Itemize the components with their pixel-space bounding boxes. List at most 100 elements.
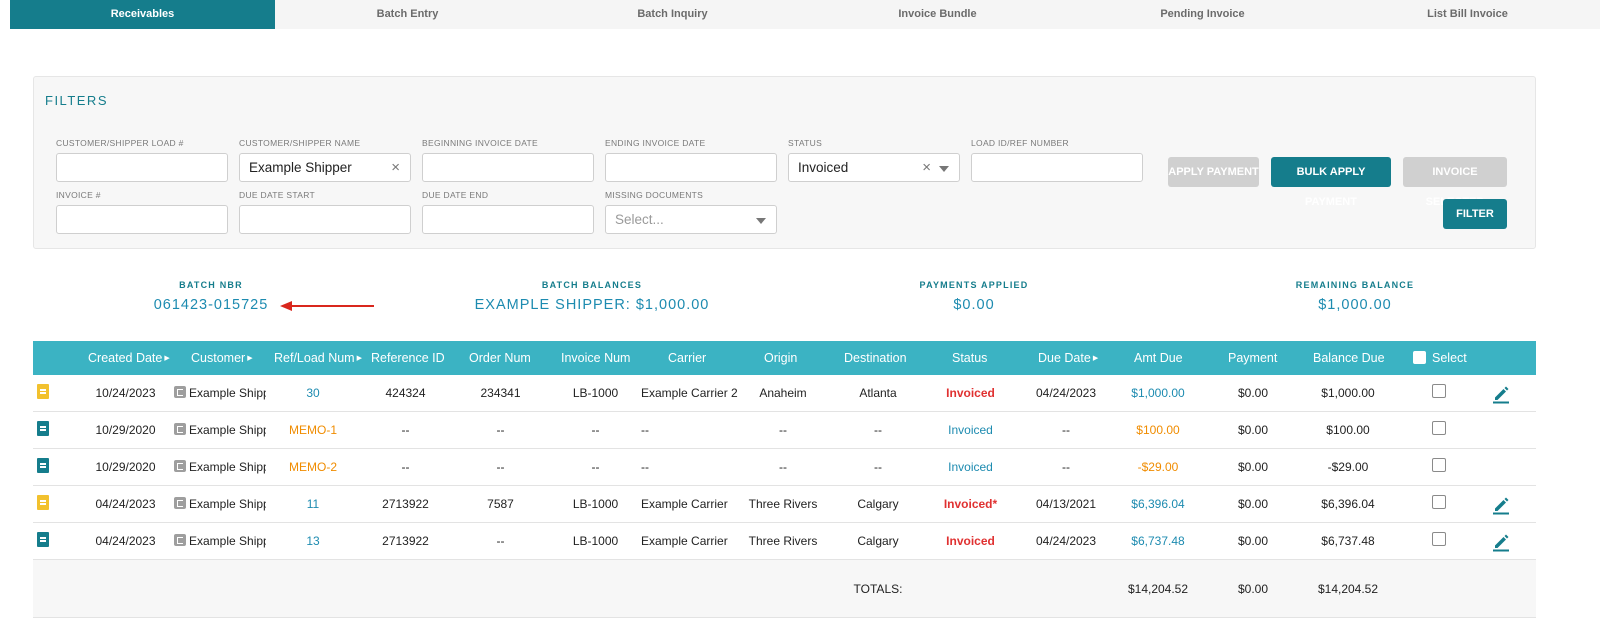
- apply-payment-button[interactable]: APPLY PAYMENT: [1168, 157, 1259, 187]
- bulk-apply-payment-button[interactable]: BULK APPLY PAYMENT: [1271, 157, 1391, 208]
- row-select-checkbox[interactable]: [1432, 421, 1446, 435]
- tab-batch-inquiry[interactable]: Batch Inquiry: [637, 8, 708, 20]
- cell-ref-load-link[interactable]: 13: [306, 534, 320, 548]
- tab-pending-invoice[interactable]: Pending Invoice: [1160, 8, 1245, 20]
- customer-name-input[interactable]: Example Shipper ×: [239, 153, 411, 182]
- table-row[interactable]: 10/29/2020 -- -- -- -- -- -- -- $0.00 $100.00 Exam…: [33, 412, 1536, 449]
- chevron-down-icon[interactable]: [756, 218, 766, 224]
- load-id-label: LOAD ID/REF NUMBER: [971, 138, 1069, 148]
- document-icon[interactable]: [37, 458, 49, 473]
- document-icon[interactable]: [37, 532, 49, 547]
- customer-link-icon[interactable]: [174, 460, 186, 472]
- row-select-checkbox[interactable]: [1432, 495, 1446, 509]
- chevron-down-icon[interactable]: [939, 166, 949, 172]
- cell-customer[interactable]: Example Shipper: [174, 412, 274, 449]
- customer-load-input[interactable]: [56, 153, 228, 182]
- customer-link-icon[interactable]: [174, 497, 186, 509]
- end-date-input[interactable]: [605, 153, 777, 182]
- edit-icon[interactable]: [1491, 532, 1511, 552]
- payments-applied-value: $0.00: [953, 297, 995, 313]
- cell-amt-due[interactable]: -$29.00: [1137, 460, 1179, 474]
- table-row[interactable]: 04/24/2023 2713922 -- LB-1000 Example Carrie…: [33, 523, 1536, 560]
- tab-receivables[interactable]: Receivables: [10, 0, 275, 29]
- missing-docs-label: MISSING DOCUMENTS: [605, 190, 704, 200]
- edit-icon[interactable]: [1491, 495, 1511, 515]
- cell-invoice-num: LB-1000: [572, 386, 619, 400]
- document-icon[interactable]: [37, 384, 49, 399]
- header-created-date-label: Created Date: [88, 351, 163, 365]
- customer-link-icon[interactable]: [174, 534, 186, 546]
- document-icon[interactable]: [37, 421, 49, 436]
- invoice-field: INVOICE #: [56, 190, 228, 234]
- customer-name-value: Example Shipper: [249, 160, 352, 175]
- totals-balance: $14,204.52: [1317, 582, 1379, 596]
- missing-docs-select[interactable]: Select...: [605, 205, 777, 234]
- cell-status: Invoiced: [946, 386, 995, 400]
- header-select[interactable]: Select: [1413, 341, 1467, 375]
- tab-list-bill-invoice[interactable]: List Bill Invoice: [1427, 8, 1508, 20]
- invoice-input[interactable]: [56, 205, 228, 234]
- cell-payment: $0.00: [1237, 534, 1269, 548]
- sort-icon: ▶: [164, 354, 170, 362]
- header-customer[interactable]: Customer ▶: [191, 341, 253, 375]
- cell-reference-id: --: [401, 460, 410, 474]
- clear-icon[interactable]: ×: [922, 159, 931, 176]
- header-ref-load[interactable]: Ref/Load Num ▶: [274, 341, 362, 375]
- cell-ref-load-link[interactable]: MEMO-1: [289, 423, 337, 437]
- filter-button[interactable]: FILTER: [1443, 199, 1507, 229]
- due-end-input[interactable]: [422, 205, 594, 234]
- cell-amt-due[interactable]: $100.00: [1136, 423, 1180, 437]
- status-select[interactable]: Invoiced ×: [788, 153, 960, 182]
- due-start-label: DUE DATE START: [239, 190, 315, 200]
- document-icon[interactable]: [37, 495, 49, 510]
- tab-batch-entry[interactable]: Batch Entry: [376, 8, 439, 20]
- customer-link-icon[interactable]: [174, 423, 186, 435]
- header-ref-load-label: Ref/Load Num: [274, 351, 355, 365]
- cell-amt-due[interactable]: $1,000.00: [1131, 386, 1185, 400]
- clear-icon[interactable]: ×: [391, 159, 400, 176]
- cell-customer[interactable]: Example Shipper: [174, 375, 274, 412]
- cell-customer[interactable]: Example Shipper: [174, 449, 274, 486]
- table-row[interactable]: 10/29/2020 -- -- -- -- -- -- -- $0.00 -$29.00 Exam…: [33, 449, 1536, 486]
- header-destination: Destination: [844, 351, 907, 365]
- customer-load-field: CUSTOMER/SHIPPER LOAD #: [56, 138, 228, 182]
- cell-customer[interactable]: Example Shipper: [174, 523, 274, 560]
- row-select-checkbox[interactable]: [1432, 384, 1446, 398]
- select-all-checkbox[interactable]: [1413, 351, 1426, 364]
- sort-icon: ▶: [356, 354, 362, 362]
- status-value: Invoiced: [798, 160, 849, 175]
- status-field: STATUS Invoiced ×: [788, 138, 960, 182]
- cell-origin: --: [779, 423, 787, 437]
- begin-date-input[interactable]: [422, 153, 594, 182]
- table-header: Created Date ▶ Customer ▶ Ref/Load Num ▶ Re…: [33, 341, 1536, 375]
- cell-ref-load-link[interactable]: MEMO-2: [289, 460, 337, 474]
- batch-nbr-value[interactable]: 061423-015725: [153, 297, 269, 313]
- cell-customer[interactable]: Example Shipper: [174, 486, 274, 523]
- customer-name-label: CUSTOMER/SHIPPER NAME: [239, 138, 361, 148]
- table-row[interactable]: 04/24/2023 2713922 7587 LB-1000 Example Carr…: [33, 486, 1536, 523]
- sort-icon: ▶: [247, 354, 253, 362]
- cell-origin: Three Rivers: [748, 534, 818, 548]
- row-select-checkbox[interactable]: [1432, 532, 1446, 546]
- missing-docs-placeholder: Select...: [615, 212, 664, 227]
- header-due-date[interactable]: Due Date ▶: [1038, 341, 1098, 375]
- cell-ref-load-link[interactable]: 11: [306, 497, 320, 511]
- tab-invoice-bundle[interactable]: Invoice Bundle: [898, 8, 977, 20]
- customer-link-icon[interactable]: [174, 386, 186, 398]
- cell-amt-due[interactable]: $6,396.04: [1131, 497, 1185, 511]
- receivables-table: Created Date ▶ Customer ▶ Ref/Load Num ▶ Re…: [33, 341, 1536, 618]
- row-select-checkbox[interactable]: [1432, 458, 1446, 472]
- cell-carrier: --: [641, 423, 649, 437]
- invoice-label: INVOICE #: [56, 190, 101, 200]
- edit-icon[interactable]: [1491, 384, 1511, 404]
- cell-ref-load-link[interactable]: 30: [306, 386, 320, 400]
- load-id-input[interactable]: [971, 153, 1143, 182]
- tab-bar: Receivables Batch Entry Batch Inquiry In…: [10, 0, 1600, 29]
- cell-carrier: Example Carrier 2: [641, 386, 738, 400]
- header-created-date[interactable]: Created Date ▶: [88, 341, 170, 375]
- invoice-selected-button[interactable]: INVOICE SELECTED: [1403, 157, 1507, 208]
- table-row[interactable]: 10/24/2023 424324 234341 LB-1000 Example Car…: [33, 375, 1536, 412]
- batch-balances-summary: BATCH BALANCES EXAMPLE SHIPPER: $1,000.0…: [442, 280, 742, 313]
- due-start-input[interactable]: [239, 205, 411, 234]
- cell-amt-due[interactable]: $6,737.48: [1131, 534, 1185, 548]
